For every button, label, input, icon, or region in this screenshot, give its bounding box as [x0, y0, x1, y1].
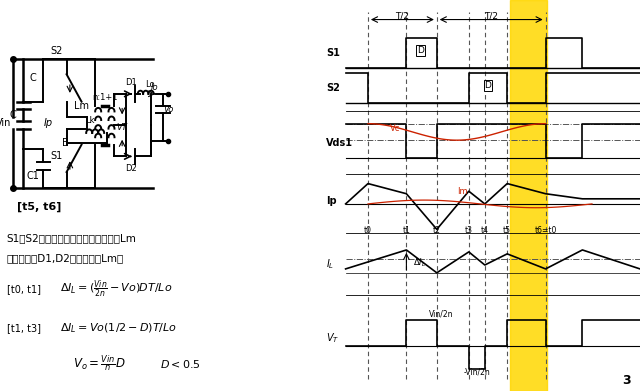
Text: Vds1: Vds1	[326, 138, 353, 148]
Text: Lk: Lk	[85, 116, 95, 125]
Text: Im: Im	[458, 187, 468, 196]
Text: S1: S1	[326, 48, 340, 58]
Text: t4: t4	[481, 226, 489, 235]
Text: T/2: T/2	[396, 12, 410, 21]
Text: t6=t0: t6=t0	[534, 226, 557, 235]
Text: B: B	[61, 138, 68, 148]
Text: Ip: Ip	[44, 118, 53, 128]
Text: C1: C1	[27, 171, 40, 181]
Text: $\Delta I_L = (\frac{Vin}{2n} - Vo)DT / Lo$: $\Delta I_L = (\frac{Vin}{2n} - Vo)DT / …	[60, 279, 172, 300]
Text: C: C	[30, 73, 36, 83]
Text: C: C	[10, 110, 17, 120]
Text: 3: 3	[622, 374, 630, 387]
Text: $V_o = \frac{Vin}{n}D$: $V_o = \frac{Vin}{n}D$	[73, 354, 126, 373]
Text: S2: S2	[326, 83, 340, 93]
Text: T/2: T/2	[484, 12, 498, 21]
Text: S1: S1	[51, 151, 63, 161]
Text: Vc: Vc	[390, 124, 401, 133]
Text: Vo: Vo	[163, 105, 173, 114]
Text: t3: t3	[465, 226, 473, 235]
Text: Vin/2n: Vin/2n	[429, 310, 454, 319]
Text: Ip: Ip	[326, 196, 337, 206]
Text: D2: D2	[125, 163, 138, 173]
Text: Lo: Lo	[145, 79, 155, 89]
Text: D1: D1	[125, 77, 138, 87]
Text: $D < 0.5$: $D < 0.5$	[160, 358, 200, 369]
Text: $V_T$: $V_T$	[326, 331, 340, 345]
Text: 保持不变，D1,D2电流之差为Lm。: 保持不变，D1,D2电流之差为Lm。	[6, 253, 124, 263]
Text: t5: t5	[503, 226, 511, 235]
Text: t0: t0	[364, 226, 372, 235]
Text: VT: VT	[116, 122, 127, 132]
Text: $I_L$: $I_L$	[326, 257, 335, 271]
Bar	[511, 0, 547, 391]
Text: Vin: Vin	[0, 118, 11, 128]
Text: $\Delta I_L$: $\Delta I_L$	[413, 256, 426, 269]
Text: $\Delta I_L = Vo(1/2 - D)T / Lo$: $\Delta I_L = Vo(1/2 - D)T / Lo$	[60, 322, 177, 335]
Text: t2: t2	[433, 226, 441, 235]
Text: [t1, t3]: [t1, t3]	[6, 323, 41, 334]
Text: t1: t1	[403, 226, 410, 235]
Text: D: D	[484, 81, 492, 90]
Text: -Vin/2n: -Vin/2n	[463, 368, 490, 377]
Text: [t0, t1]: [t0, t1]	[6, 284, 41, 294]
Text: S1，S2全部关断，变压器副边续流，Lm: S1，S2全部关断，变压器副边续流，Lm	[6, 233, 136, 244]
Text: n:1+1: n:1+1	[92, 93, 118, 102]
Text: S2: S2	[51, 46, 63, 56]
Text: Io: Io	[151, 83, 159, 93]
Text: [t5, t6]: [t5, t6]	[17, 202, 61, 212]
Text: Lm: Lm	[74, 100, 89, 111]
Text: D: D	[417, 46, 424, 55]
